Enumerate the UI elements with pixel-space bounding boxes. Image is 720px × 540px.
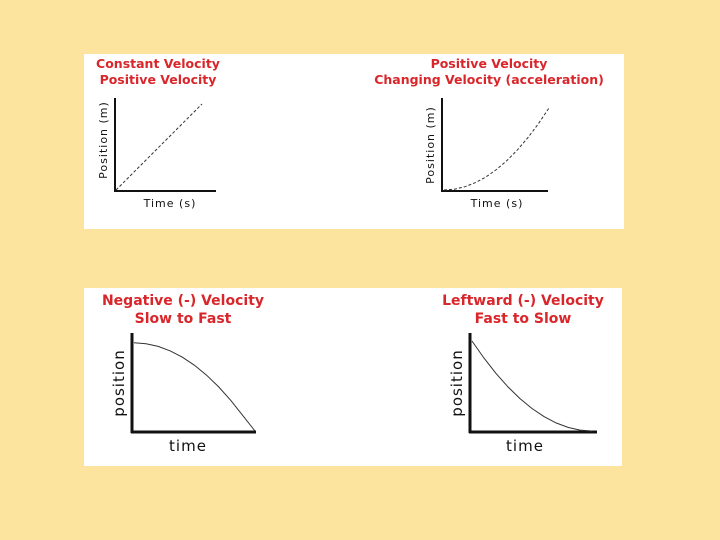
chart2-title-line2: Changing Velocity (acceleration) (374, 72, 604, 87)
chart2-y-label: Position (m) (424, 106, 437, 184)
chart1-title-line1: Constant Velocity (96, 56, 220, 71)
chart1-series-line (115, 103, 203, 191)
chart3-title-line1: Negative (-) Velocity (102, 293, 264, 309)
chart2-x-label: Time (s) (470, 197, 524, 210)
chart1-title-line2: Positive Velocity (100, 72, 217, 87)
chart3-x-label: time (169, 437, 207, 455)
chart4-x-label: time (506, 437, 544, 455)
chart3-series-line (133, 342, 256, 432)
chart-changing-velocity: Positive Velocity Changing Velocity (acc… (374, 56, 604, 210)
chart-constant-velocity: Constant Velocity Positive Velocity Time… (96, 56, 220, 210)
chart3-y-label: position (110, 349, 128, 416)
chart4-y-label: position (448, 349, 466, 416)
chart1-x-label: Time (s) (143, 197, 197, 210)
chart2-title-line1: Positive Velocity (431, 56, 548, 71)
top-figure-panel (84, 54, 624, 229)
chart4-series-line (471, 340, 593, 432)
chart4-title-line1: Leftward (-) Velocity (442, 293, 604, 309)
chart-negative-velocity: Negative (-) Velocity Slow to Fast time … (102, 293, 264, 455)
chart-leftward-velocity: Leftward (-) Velocity Fast to Slow time … (442, 293, 604, 455)
chart1-y-label: Position (m) (97, 101, 110, 179)
chart2-series-line (443, 107, 550, 191)
bottom-figure-panel (84, 288, 622, 466)
chart3-title-line2: Slow to Fast (135, 311, 232, 327)
chart4-title-line2: Fast to Slow (475, 311, 572, 327)
